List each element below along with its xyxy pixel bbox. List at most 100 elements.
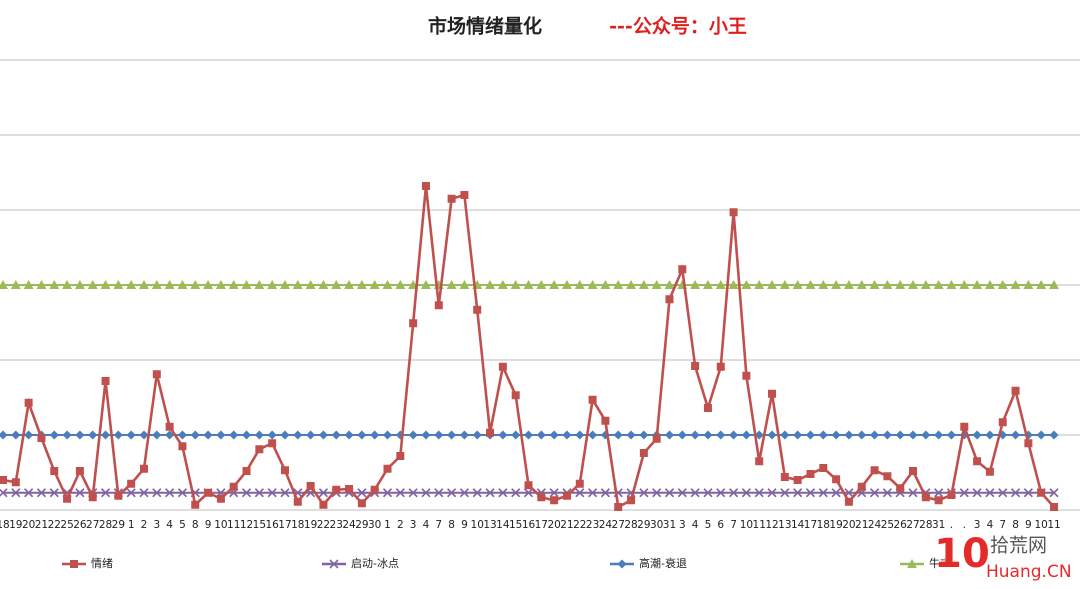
marker xyxy=(818,488,828,498)
x-tick-label: 1 xyxy=(128,519,135,531)
marker xyxy=(805,430,815,440)
marker xyxy=(587,280,598,289)
marker xyxy=(434,301,443,310)
marker xyxy=(151,280,162,289)
marker xyxy=(895,280,906,289)
marker xyxy=(229,482,238,491)
marker xyxy=(1010,488,1021,498)
marker xyxy=(882,430,892,440)
marker xyxy=(383,430,393,440)
marker xyxy=(486,428,495,437)
x-tick-label: 18 xyxy=(291,519,304,531)
marker xyxy=(728,280,739,289)
marker xyxy=(844,430,854,440)
marker xyxy=(690,488,700,498)
marker xyxy=(960,422,969,431)
marker xyxy=(984,280,995,289)
marker xyxy=(575,488,585,498)
marker xyxy=(690,430,700,440)
marker xyxy=(920,280,931,289)
marker xyxy=(908,280,919,289)
marker xyxy=(832,475,841,484)
x-tick-label: 7 xyxy=(999,519,1006,531)
marker xyxy=(100,280,111,289)
marker xyxy=(1023,488,1033,498)
marker xyxy=(959,488,969,498)
x-tick-label: 5 xyxy=(705,519,712,531)
marker xyxy=(1011,430,1021,440)
marker xyxy=(907,559,917,568)
marker xyxy=(126,488,136,498)
marker xyxy=(408,488,418,498)
x-tick-label: 8 xyxy=(192,519,199,531)
x-tick-label: 10 xyxy=(740,519,753,531)
marker xyxy=(268,439,277,448)
x-tick-label: 6 xyxy=(717,519,724,531)
x-tick-label: 13 xyxy=(778,519,791,531)
marker xyxy=(447,430,457,440)
marker xyxy=(998,488,1008,498)
series xyxy=(0,430,1059,440)
marker xyxy=(562,491,571,500)
marker xyxy=(561,280,572,289)
marker xyxy=(742,371,751,380)
marker xyxy=(370,430,380,440)
x-tick-label: 17 xyxy=(804,519,817,531)
x-tick-label: 24 xyxy=(868,519,882,531)
x-tick-label: 27 xyxy=(86,519,99,531)
marker xyxy=(626,430,636,440)
marker xyxy=(870,430,880,440)
x-tick-label: 28 xyxy=(624,519,637,531)
series xyxy=(0,182,1058,511)
marker xyxy=(754,280,765,289)
marker xyxy=(10,280,21,289)
marker xyxy=(767,488,777,498)
marker xyxy=(49,280,60,289)
marker xyxy=(138,280,149,289)
x-tick-label: 2 xyxy=(397,519,404,531)
marker xyxy=(985,430,995,440)
marker xyxy=(241,280,252,289)
marker xyxy=(691,362,700,370)
marker xyxy=(446,280,457,289)
marker xyxy=(331,430,341,440)
marker xyxy=(716,362,725,371)
marker xyxy=(537,493,546,502)
marker xyxy=(49,430,59,440)
marker xyxy=(460,191,469,199)
marker xyxy=(318,430,328,440)
marker xyxy=(11,478,20,487)
marker xyxy=(715,280,726,289)
marker xyxy=(63,494,72,503)
marker xyxy=(409,319,418,328)
marker xyxy=(651,280,662,289)
marker xyxy=(677,430,687,440)
marker xyxy=(574,280,585,289)
x-tick-label: 3 xyxy=(153,519,160,531)
marker xyxy=(562,430,572,440)
marker xyxy=(267,280,278,289)
marker xyxy=(203,430,213,440)
marker xyxy=(588,395,597,404)
x-tick-label: 1 xyxy=(384,519,391,531)
x-tick-label: 9 xyxy=(1025,519,1032,531)
x-tick-label: 12 xyxy=(765,519,778,531)
marker xyxy=(510,280,521,289)
marker xyxy=(421,182,430,190)
marker xyxy=(357,430,367,440)
marker xyxy=(639,430,649,440)
marker xyxy=(36,280,47,289)
marker xyxy=(972,488,982,498)
marker xyxy=(420,280,431,289)
marker xyxy=(332,485,341,494)
marker xyxy=(575,479,584,488)
series xyxy=(0,280,1059,289)
marker xyxy=(345,485,354,493)
marker xyxy=(588,430,598,440)
marker xyxy=(242,467,251,475)
x-tick-label: 28 xyxy=(99,519,112,531)
x-tick-label: 24 xyxy=(599,519,613,531)
x-tick-label: 5 xyxy=(179,519,186,531)
marker xyxy=(617,559,627,569)
marker xyxy=(126,280,137,289)
